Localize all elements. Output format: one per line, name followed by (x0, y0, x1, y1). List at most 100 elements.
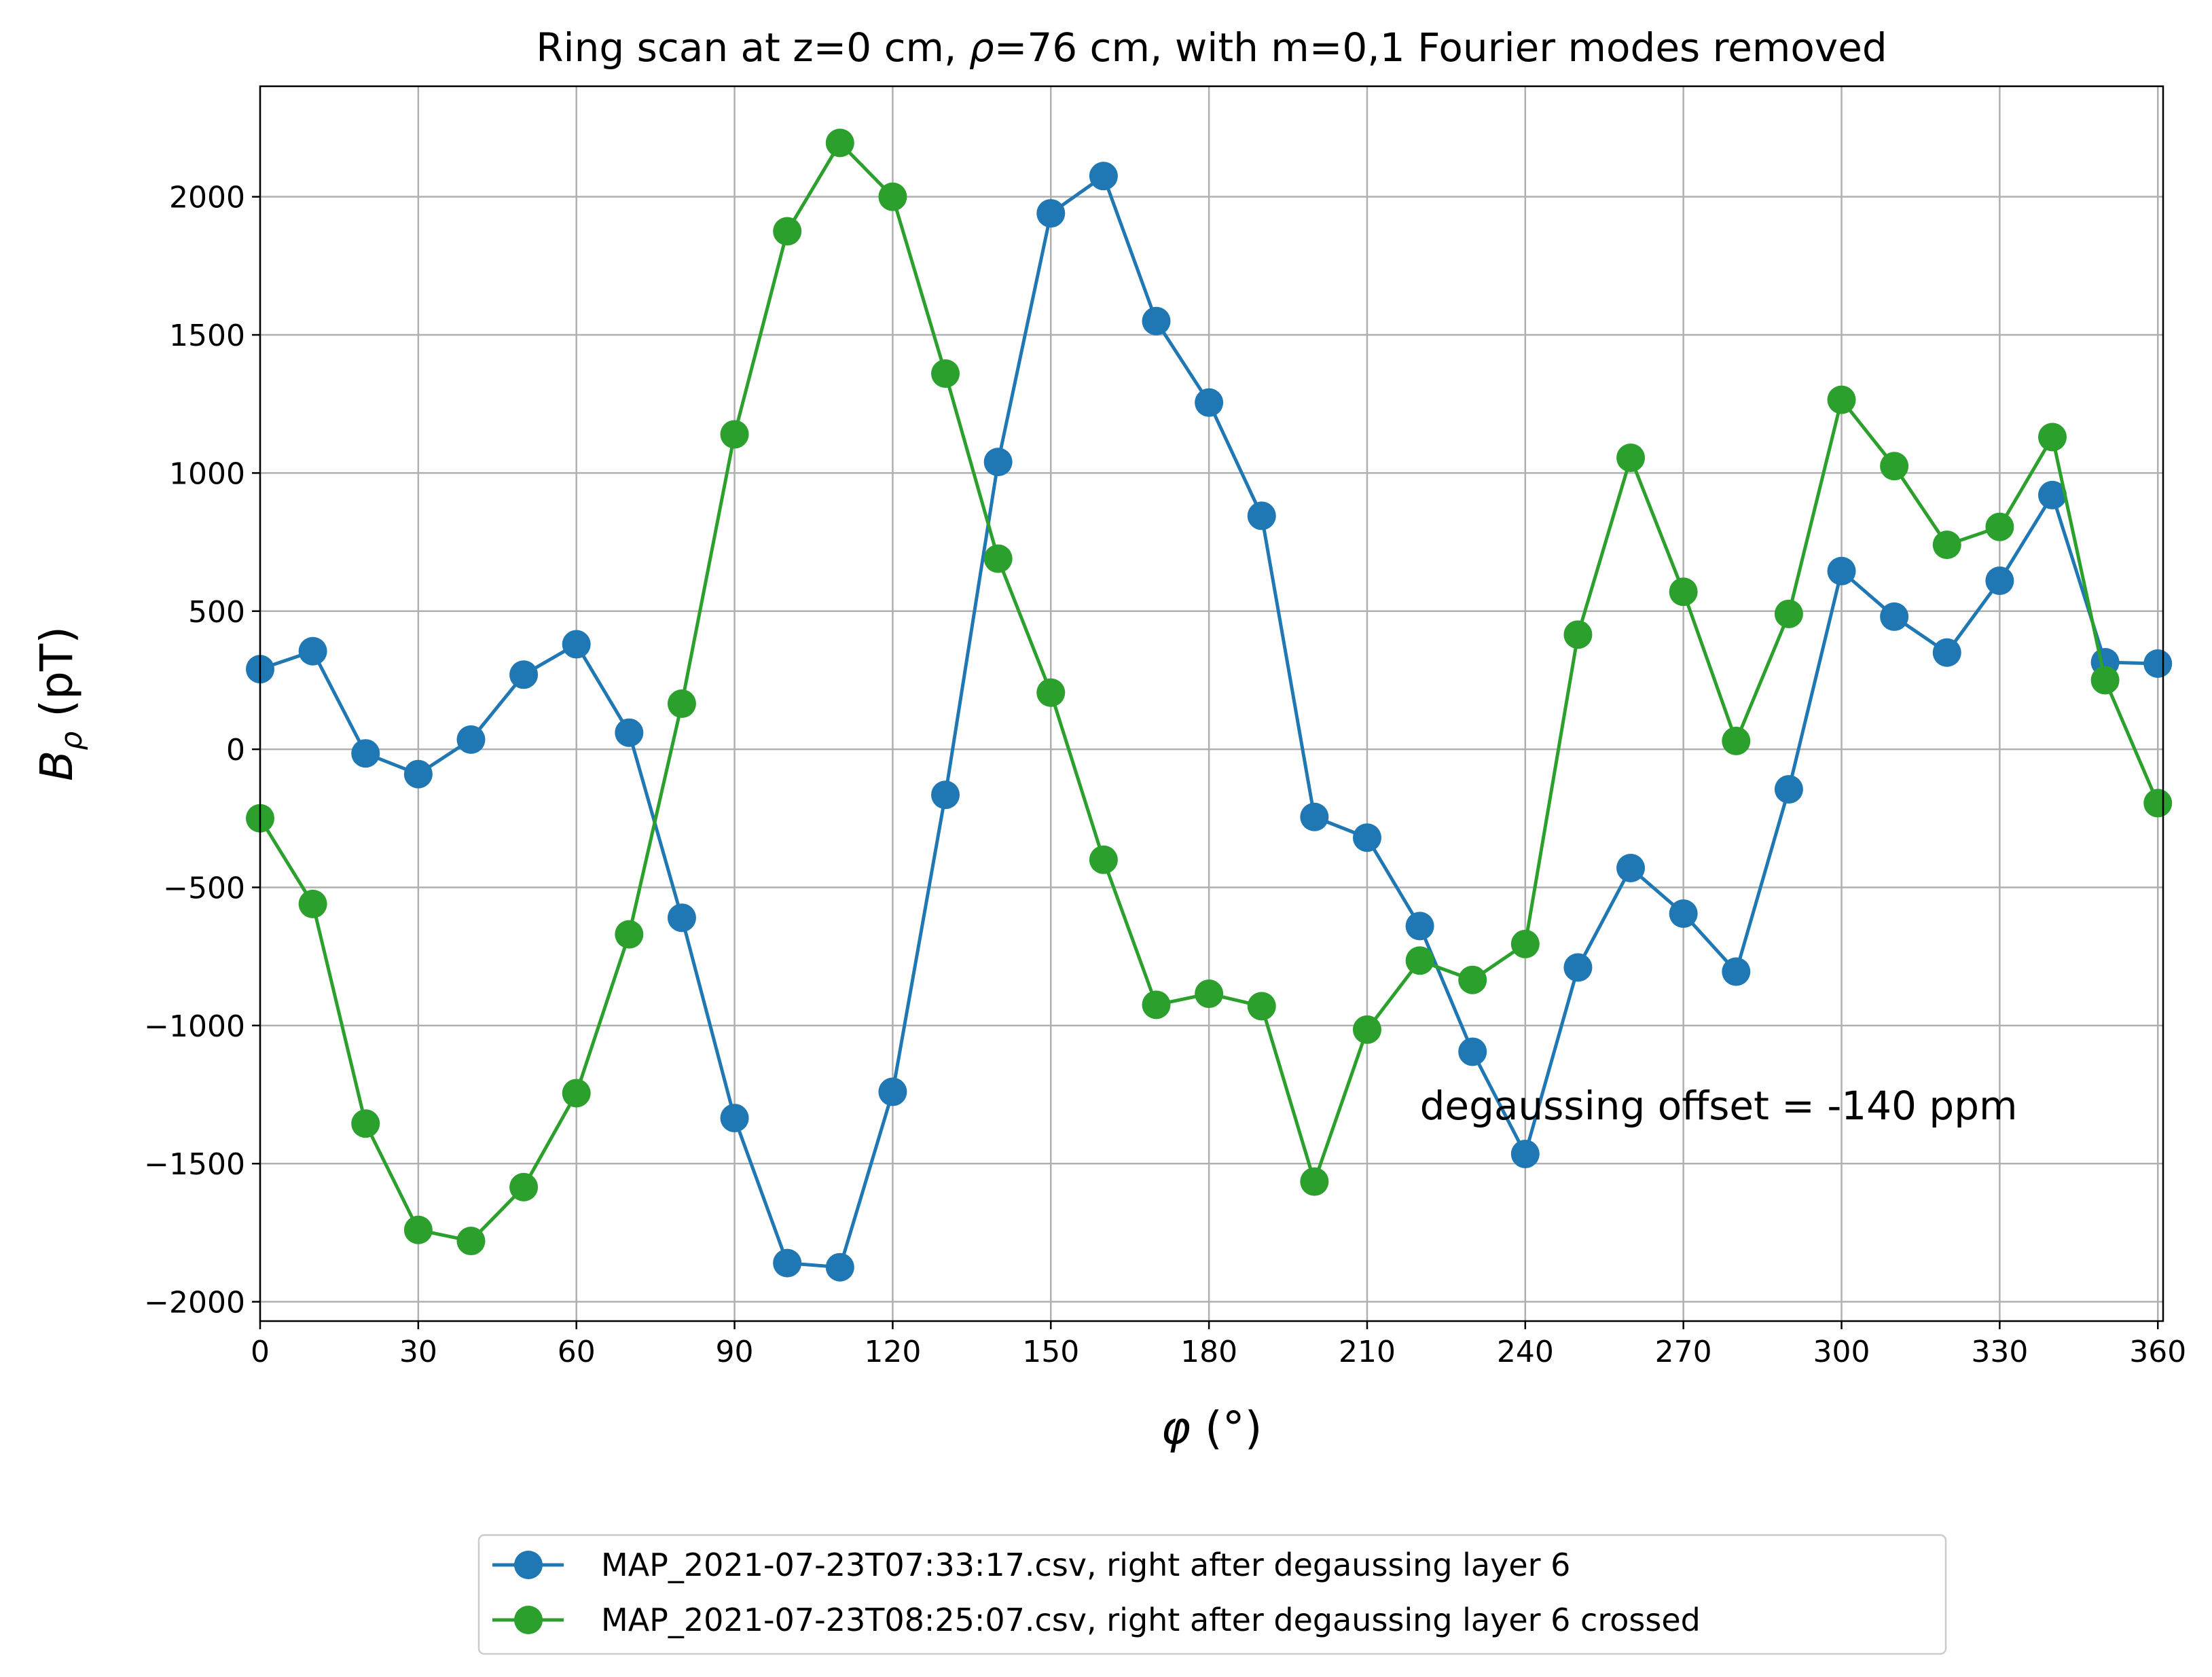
data-point (1616, 853, 1646, 882)
degaussing-offset-annotation: degaussing offset = -140 ppm (1420, 1083, 2018, 1129)
data-point (1142, 990, 1171, 1020)
y-tick-label: −1500 (144, 1147, 245, 1182)
y-axis-label: Bρ (pT) (31, 626, 89, 781)
data-point (351, 1109, 380, 1138)
data-point (403, 1215, 433, 1244)
data-point (1932, 638, 1961, 667)
data-point (456, 1227, 486, 1256)
data-point (509, 660, 539, 689)
data-point (509, 1172, 539, 1202)
data-point (403, 759, 433, 789)
x-tick-label: 270 (1655, 1335, 1712, 1369)
x-axis-label: φ (°) (1161, 1402, 1262, 1454)
data-point (1247, 992, 1276, 1021)
data-point (562, 1079, 591, 1108)
data-point (1510, 1139, 1540, 1168)
data-point (2038, 480, 2067, 509)
data-point (1880, 452, 1909, 481)
data-point (720, 420, 749, 449)
data-point (878, 1077, 907, 1106)
data-point (1985, 512, 2014, 541)
x-tick-label: 330 (1971, 1335, 2028, 1369)
data-point (1669, 899, 1698, 928)
data-point (1300, 1167, 1329, 1196)
legend: MAP_2021-07-23T07:33:17.csv, right after… (477, 1534, 1947, 1655)
data-point (2143, 789, 2173, 818)
x-tick-label: 210 (1339, 1335, 1396, 1369)
data-point (1722, 726, 1751, 755)
data-point (1405, 912, 1434, 941)
legend-label-green: MAP_2021-07-23T08:25:07.csv, right after… (601, 1602, 1701, 1638)
data-point (1195, 979, 1224, 1009)
data-point (1036, 199, 1066, 228)
data-point (931, 359, 960, 388)
legend-marker-green (514, 1606, 543, 1634)
y-tick-label: 0 (226, 733, 245, 768)
data-point (1563, 620, 1593, 649)
data-point (1722, 957, 1751, 986)
data-point (1827, 556, 1856, 585)
data-point (2038, 422, 2067, 452)
x-tick-label: 360 (2129, 1335, 2186, 1369)
data-point (1458, 965, 1487, 994)
x-tick-label: 240 (1497, 1335, 1554, 1369)
data-point (1352, 823, 1381, 852)
data-point (298, 889, 327, 918)
data-point (2143, 649, 2173, 679)
grid (259, 86, 2163, 1321)
data-point (562, 630, 591, 659)
series-layer (246, 128, 2173, 1282)
y-tick-label: 1000 (169, 456, 245, 491)
data-point (1458, 1037, 1487, 1066)
data-point (1142, 306, 1171, 336)
data-point (1036, 678, 1066, 707)
x-tick-label: 300 (1813, 1335, 1870, 1369)
x-tick-label: 180 (1180, 1335, 1237, 1369)
x-tick-label: 30 (399, 1335, 437, 1369)
data-point (825, 128, 854, 158)
data-point (1774, 599, 1803, 628)
data-point (1774, 775, 1803, 804)
series-1 (246, 128, 2173, 1256)
data-point (1352, 1015, 1381, 1044)
x-tick-label: 90 (716, 1335, 754, 1369)
data-point (615, 718, 644, 747)
data-point (1669, 577, 1698, 607)
y-tick-label: 2000 (169, 181, 245, 215)
data-point (720, 1104, 749, 1133)
data-point (1089, 845, 1118, 874)
data-point (773, 217, 802, 246)
series-0 (246, 162, 2173, 1282)
data-point (2090, 666, 2120, 695)
x-tick-label: 150 (1022, 1335, 1079, 1369)
y-tick-label: 500 (188, 595, 245, 630)
data-point (298, 636, 327, 666)
data-point (931, 780, 960, 810)
data-point (351, 739, 380, 768)
data-point (1247, 501, 1276, 530)
data-point (1985, 566, 2014, 596)
data-point (1195, 388, 1224, 417)
data-point (983, 448, 1013, 477)
data-point (1300, 802, 1329, 831)
y-tick-label: 1500 (169, 319, 245, 353)
data-point (1510, 929, 1540, 958)
x-tick-label: 0 (251, 1335, 270, 1369)
data-point (773, 1248, 802, 1278)
data-point (1616, 444, 1646, 473)
data-point (1405, 946, 1434, 975)
plot-frame (259, 85, 2164, 1322)
data-point (615, 920, 644, 949)
legend-label-blue: MAP_2021-07-23T07:33:17.csv, right after… (601, 1547, 1570, 1583)
data-point (878, 182, 907, 211)
data-point (1932, 530, 1961, 560)
data-point (1089, 162, 1118, 191)
data-point (667, 903, 696, 933)
x-axis-ticks: 0 30 60 90 120 150 180 210 240 270 300 330 360 (251, 1321, 2186, 1369)
y-tick-label: −2000 (144, 1286, 245, 1320)
legend-box (477, 1534, 1947, 1655)
data-point (983, 544, 1013, 573)
x-tick-label: 120 (864, 1335, 921, 1369)
legend-marker-blue (514, 1551, 543, 1579)
